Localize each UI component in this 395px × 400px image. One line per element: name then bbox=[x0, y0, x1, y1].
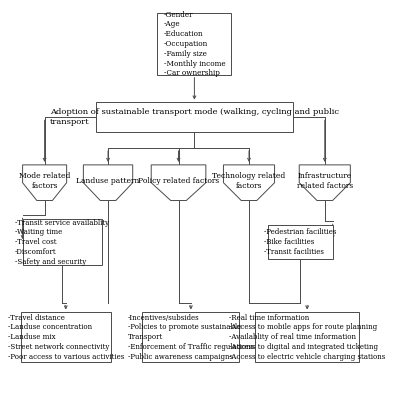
Text: Policy related factors: Policy related factors bbox=[138, 177, 219, 185]
Text: Infrastructure
related factors: Infrastructure related factors bbox=[297, 172, 353, 190]
Text: -Pedestrian facilities
-Bike facilities
-Transit facilities: -Pedestrian facilities -Bike facilities … bbox=[264, 228, 336, 256]
Text: -Incentives/subsides
-Policies to promote sustainable
Transport
-Enforcement of : -Incentives/subsides -Policies to promot… bbox=[128, 314, 254, 361]
Polygon shape bbox=[23, 165, 67, 200]
Bar bbox=[157, 13, 231, 75]
Text: Landuse pattern: Landuse pattern bbox=[76, 177, 140, 185]
Polygon shape bbox=[151, 165, 206, 200]
Text: -Gender
-Age
-Education
-Occupation
-Family size
-Monthly income
-Car ownership: -Gender -Age -Education -Occupation -Fam… bbox=[164, 11, 225, 78]
Text: -Transit service availablity
-Waiting time
-Travel cost
-Discomfort
-Safety and : -Transit service availablity -Waiting ti… bbox=[15, 218, 109, 266]
Text: -Real time information
-Access to mobile apps for route planning
-Availablity of: -Real time information -Access to mobile… bbox=[229, 314, 385, 361]
Text: -Travel distance
-Landuse concentration
-Landuse mix
-Street network connectivit: -Travel distance -Landuse concentration … bbox=[8, 314, 124, 361]
Bar bbox=[267, 225, 333, 259]
Bar bbox=[21, 312, 111, 362]
Text: Adoption of sustainable transport mode (walking, cycling and public
transport: Adoption of sustainable transport mode (… bbox=[50, 108, 339, 126]
Polygon shape bbox=[299, 165, 350, 200]
Text: Mode related
factors: Mode related factors bbox=[19, 172, 70, 190]
Bar bbox=[23, 219, 102, 265]
Polygon shape bbox=[224, 165, 275, 200]
Text: Technology related
factors: Technology related factors bbox=[213, 172, 286, 190]
Bar bbox=[96, 102, 293, 132]
Bar bbox=[143, 312, 239, 362]
Polygon shape bbox=[83, 165, 133, 200]
Bar bbox=[255, 312, 359, 362]
